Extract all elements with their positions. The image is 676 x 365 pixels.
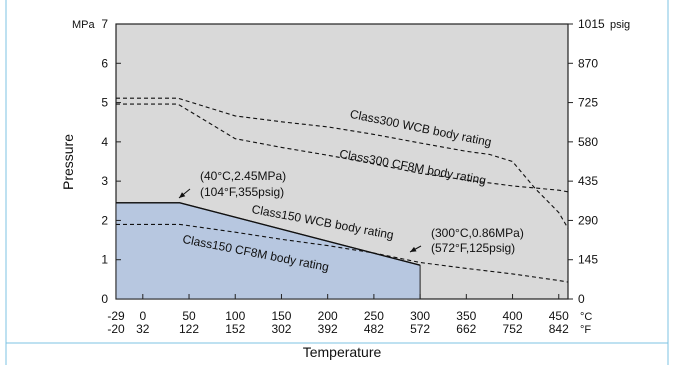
x-tick-label-fahrenheit-9: 752 <box>503 322 523 336</box>
x-axis-title: Temperature <box>303 344 382 360</box>
annotation-arrowhead-1 <box>410 246 417 252</box>
x-tick-label-fahrenheit-1: 32 <box>136 322 150 336</box>
x-tick-label-fahrenheit-5: 392 <box>318 322 338 336</box>
y-tick-label-left-6: 6 <box>101 56 108 70</box>
x-tick-label-celsius-0: -29 <box>107 309 125 323</box>
y-tick-label-left-4: 4 <box>101 135 108 149</box>
x-tick-label-fahrenheit-0: -20 <box>107 322 125 336</box>
y-unit-right: psig <box>610 19 630 31</box>
annotation-line1-0: (40°C,2.45MPa) <box>200 169 286 183</box>
x-tick-label-fahrenheit-4: 302 <box>271 322 291 336</box>
x-tick-label-celsius-3: 100 <box>225 309 245 323</box>
x-tick-label-fahrenheit-3: 152 <box>225 322 245 336</box>
axes-layer: -29-200325012210015215030220039225048230… <box>101 17 605 336</box>
x-tick-label-celsius-4: 150 <box>271 309 291 323</box>
y-tick-label-right-5: 725 <box>578 96 598 110</box>
y-tick-label-right-3: 435 <box>578 174 598 188</box>
y-tick-label-right-2: 290 <box>578 213 598 227</box>
y-tick-label-left-0: 0 <box>101 292 108 306</box>
x-tick-label-celsius-8: 350 <box>456 309 476 323</box>
y-tick-label-right-6: 870 <box>578 56 598 70</box>
x-tick-label-celsius-6: 250 <box>364 309 384 323</box>
x-unit-fahrenheit: °F <box>580 324 591 336</box>
annotation-arrowhead-0 <box>179 192 186 198</box>
x-tick-label-fahrenheit-10: 842 <box>549 322 569 336</box>
x-tick-label-fahrenheit-2: 122 <box>179 322 199 336</box>
x-tick-label-celsius-2: 50 <box>182 309 196 323</box>
x-tick-label-celsius-5: 200 <box>318 309 338 323</box>
y-tick-label-left-2: 2 <box>101 213 108 227</box>
y-tick-label-left-7: 7 <box>101 17 108 31</box>
x-tick-label-celsius-1: 0 <box>139 309 146 323</box>
y-tick-label-left-5: 5 <box>101 96 108 110</box>
annotation-layer: (40°C,2.45MPa) (104°F,355psig) (300°C,0.86… <box>178 169 524 255</box>
y-tick-label-left-1: 1 <box>101 253 108 267</box>
series-line-3 <box>116 223 569 283</box>
annotation-line1-1: (300°C,0.86MPa) <box>431 226 524 240</box>
x-tick-label-fahrenheit-6: 482 <box>364 322 384 336</box>
y-axis-title: Pressure <box>60 134 76 190</box>
x-tick-label-celsius-7: 300 <box>410 309 430 323</box>
annotation-line2-0: (104°F,355psig) <box>200 185 284 199</box>
x-tick-label-fahrenheit-7: 572 <box>410 322 430 336</box>
series-line-0 <box>116 97 569 229</box>
x-tick-label-celsius-10: 450 <box>549 309 569 323</box>
y-tick-label-right-4: 580 <box>578 135 598 149</box>
y-tick-label-left-3: 3 <box>101 174 108 188</box>
annotation-line2-1: (572°F,125psig) <box>431 241 515 255</box>
series-line-2 <box>116 202 421 266</box>
series-layer <box>116 97 569 283</box>
x-tick-label-fahrenheit-8: 662 <box>456 322 476 336</box>
y-tick-label-right-7: 1015 <box>578 17 605 31</box>
y-tick-label-right-0: 0 <box>578 292 585 306</box>
series-line-1 <box>116 103 569 193</box>
y-unit-left: MPa <box>72 19 96 31</box>
x-unit-celsius: °C <box>580 311 592 323</box>
x-tick-label-celsius-9: 400 <box>503 309 523 323</box>
y-tick-label-right-1: 145 <box>578 253 598 267</box>
